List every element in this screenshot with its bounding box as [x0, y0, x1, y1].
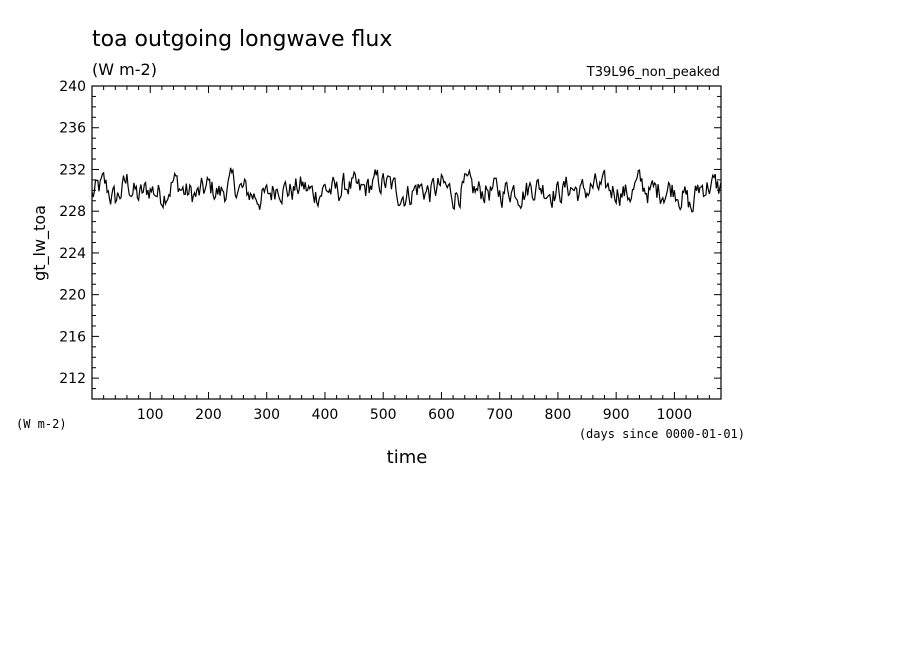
y-tick-label: 240 — [59, 79, 86, 95]
y-tick-label: 228 — [59, 204, 86, 220]
plot-area: 212 216 220 224 228 232 236 240 100 200 300 400 500… — [59, 79, 722, 423]
y-tick-label: 212 — [59, 371, 86, 387]
y-tick-label: 224 — [59, 246, 86, 262]
y-axis-units: (W m-2) — [16, 417, 67, 431]
plot-frame — [91, 85, 722, 400]
y-tick-label: 232 — [59, 162, 86, 178]
y-tick-label: 216 — [59, 329, 86, 345]
y-tick-label: 220 — [59, 288, 86, 304]
y-axis-label: gt_lw_toa — [30, 205, 50, 281]
x-tick-label: 1000 — [657, 407, 693, 423]
x-axis-units: (days since 0000-01-01) — [579, 427, 745, 441]
x-tick-label: 800 — [545, 407, 572, 423]
axis-ticks — [91, 85, 722, 400]
run-label: T39L96_non_peaked — [586, 65, 720, 80]
series-line — [91, 167, 722, 213]
x-tick-label: 200 — [195, 407, 222, 423]
x-tick-label: 100 — [137, 407, 164, 423]
x-tick-label: 600 — [428, 407, 455, 423]
y-tick-labels: 212 216 220 224 228 232 236 240 — [59, 79, 86, 387]
y-tick-label: 236 — [59, 121, 86, 137]
chart-subtitle: (W m-2) — [92, 60, 157, 79]
chart-title: toa outgoing longwave flux — [92, 27, 392, 52]
x-tick-label: 500 — [370, 407, 397, 423]
x-axis-label: time — [387, 447, 428, 468]
x-tick-label: 300 — [253, 407, 280, 423]
x-tick-labels: 100 200 300 400 500 600 700 800 900 1000 — [137, 407, 692, 423]
x-tick-label: 700 — [486, 407, 513, 423]
x-tick-label: 900 — [603, 407, 630, 423]
x-tick-label: 400 — [312, 407, 339, 423]
